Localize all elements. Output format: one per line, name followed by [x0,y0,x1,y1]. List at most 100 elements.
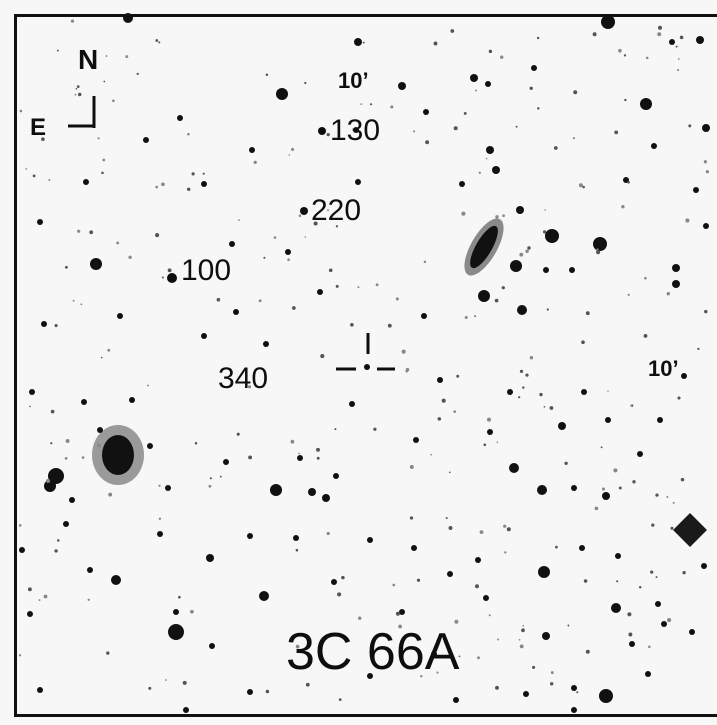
faint-star [448,471,451,474]
field-star [470,74,478,82]
faint-star [57,539,60,542]
field-star [297,455,303,461]
faint-star [624,98,627,102]
field-star [651,143,657,149]
faint-star [618,48,622,53]
field-star [702,124,710,132]
faint-star [536,36,540,40]
scale-label-right: 10’ [648,356,679,381]
faint-star [76,85,80,88]
faint-star [392,583,396,587]
faint-star [546,308,549,311]
faint-star [666,496,669,498]
faint-star [623,54,627,57]
faint-star [478,171,481,174]
faint-star [441,398,446,403]
field-star [117,313,123,319]
field-star [322,494,330,502]
faint-star [335,225,339,228]
faint-star [401,349,406,354]
faint-star [350,323,354,327]
faint-star [74,93,77,96]
field-star [509,463,519,473]
field-star [69,497,75,503]
faint-star [146,384,149,387]
faint-star [650,570,654,574]
faint-star [358,616,362,620]
faint-star [102,158,106,162]
chart-title: 3C 66A [286,623,460,681]
faint-star [596,250,601,255]
field-star [615,553,621,559]
field-star [37,687,43,693]
field-star [44,480,56,492]
faint-star [648,645,651,649]
field-star [696,36,704,44]
comparison-star-130-marker [318,127,326,135]
faint-star [657,25,663,30]
field-star [538,566,550,578]
faint-star [583,579,588,583]
faint-star [543,405,546,408]
faint-star [178,595,181,599]
faint-star [504,551,507,554]
field-star [353,127,359,133]
faint-star [136,72,139,76]
field-star [209,643,215,649]
faint-star [194,442,198,445]
faint-star [75,87,78,90]
bright-star-diamond [673,513,707,547]
field-star [229,241,235,247]
faint-star [495,215,499,219]
field-star [63,521,69,527]
faint-star [549,406,554,410]
orientation-arrows [68,96,96,128]
field-star [249,147,255,153]
field-star [629,641,635,647]
faint-star [525,249,529,253]
faint-star [621,205,625,209]
faint-star [101,171,104,175]
field-star [681,373,687,379]
faint-star [651,523,655,527]
faint-star [675,45,678,48]
faint-star [596,248,599,251]
faint-star [409,516,414,520]
faint-star [616,580,619,583]
field-star [672,264,680,272]
faint-star [155,39,159,42]
faint-star [494,298,499,303]
faint-star [219,475,222,478]
faint-star [576,691,579,694]
comparison-star-220-marker [300,207,308,215]
field-star [507,389,513,395]
faint-star [50,442,53,445]
field-star [569,267,575,273]
faint-star [112,99,115,103]
faint-star [453,126,458,131]
faint-star [458,655,461,658]
field-star [157,531,163,537]
comparison-star-100-marker [167,273,177,283]
faint-star [209,477,212,480]
faint-star [72,299,75,302]
faint-star [627,181,630,184]
faint-star [287,258,290,262]
faint-star [677,69,680,72]
comparison-star-label-220: 220 [311,194,362,227]
faint-star [666,291,671,296]
faint-star [295,644,300,649]
faint-star [677,396,681,400]
faint-star [703,160,708,164]
faint-star [89,230,94,235]
field-star [29,389,35,395]
faint-star [38,599,41,602]
faint-star [265,73,269,76]
faint-star [46,478,51,483]
faint-star [450,29,455,33]
faint-star [539,392,543,397]
faint-star [155,185,159,189]
faint-star [164,679,167,681]
faint-star [704,309,708,314]
faint-star [585,649,590,654]
